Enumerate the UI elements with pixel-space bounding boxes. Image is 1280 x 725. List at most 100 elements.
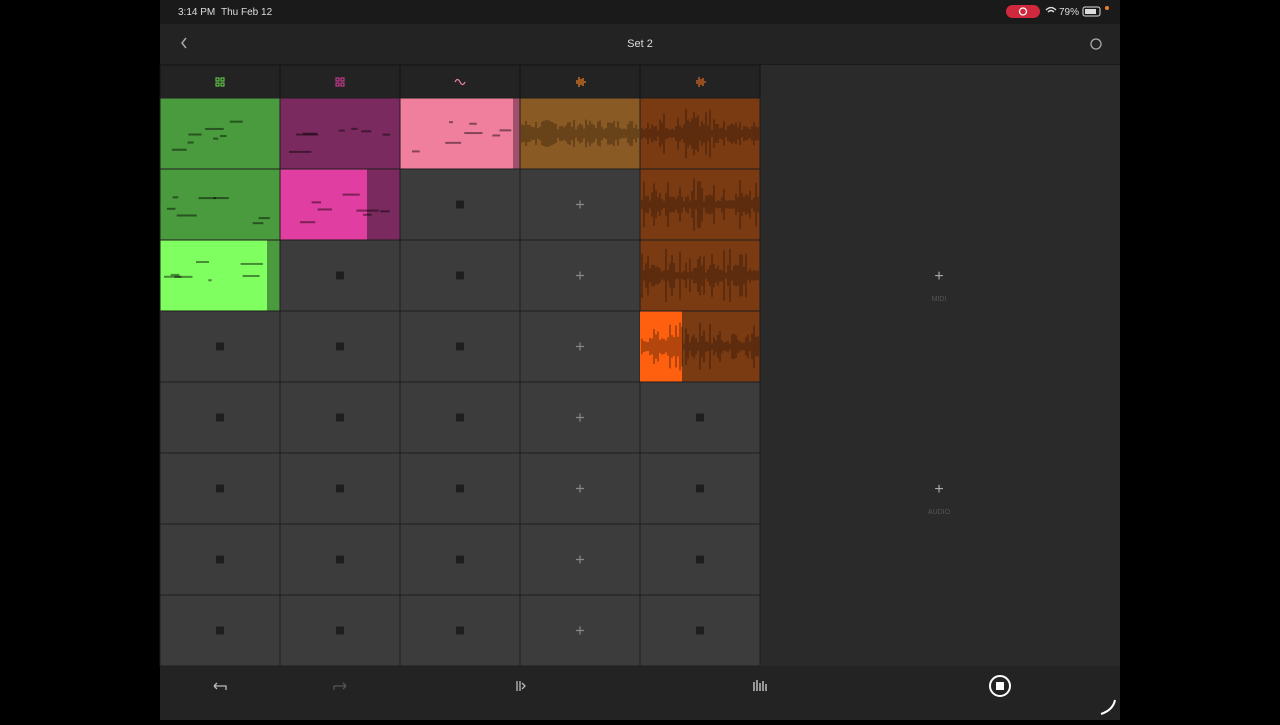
midi-note (205, 127, 224, 130)
stop-icon (336, 626, 344, 635)
stop-icon (336, 555, 344, 564)
clip-progress (513, 98, 520, 169)
midi-note (174, 275, 193, 278)
stop-icon (336, 271, 344, 280)
midi-note (220, 135, 227, 138)
add-clip-icon (576, 555, 584, 564)
midi-note (449, 121, 453, 124)
add-clip-icon (576, 342, 584, 351)
add-midi-button[interactable]: + (934, 268, 943, 285)
stop-icon (696, 413, 704, 422)
midi-note (342, 193, 360, 196)
track-header (279, 64, 401, 99)
add-audio-button[interactable]: + (934, 481, 943, 498)
add-clip-icon (576, 484, 584, 493)
clip (399, 97, 521, 170)
corner-indicator (1100, 699, 1116, 715)
stop-icon (336, 413, 344, 422)
capture-button[interactable] (516, 681, 526, 691)
midi-note (311, 201, 322, 204)
battery-level (1085, 9, 1096, 14)
stop-icon (996, 682, 1004, 690)
track-icon (215, 77, 220, 82)
midi-note (252, 222, 264, 225)
add-track-panel (760, 65, 1120, 666)
track-header (159, 64, 281, 99)
add-clip-icon (576, 200, 584, 209)
midi-note (356, 209, 379, 212)
track-header (519, 64, 641, 99)
track-icon (696, 77, 706, 87)
track-header (639, 64, 761, 99)
stop-icon (456, 555, 464, 564)
midi-note (411, 150, 420, 153)
add-midi-label: MIDI (932, 296, 947, 303)
clip (159, 239, 281, 312)
track-icon (340, 77, 345, 82)
midi-note (170, 273, 180, 276)
stop-icon (216, 342, 224, 351)
redo-button[interactable] (333, 682, 347, 690)
settings-button[interactable] (1090, 38, 1102, 50)
record-icon (1018, 7, 1028, 16)
clip-progress (367, 169, 400, 240)
midi-note (240, 262, 263, 265)
stop-all-button[interactable] (989, 675, 1011, 697)
midi-note (213, 137, 219, 140)
clip (159, 168, 281, 241)
midi-note (213, 197, 229, 200)
midi-note (208, 279, 212, 282)
clip-grid (159, 64, 761, 667)
waveform (641, 322, 759, 371)
midi-note (195, 261, 209, 264)
midi-note (299, 221, 316, 224)
midi-note (172, 196, 179, 199)
add-clip-icon (576, 413, 584, 422)
add-clip-icon (576, 271, 584, 280)
waveform (521, 119, 639, 148)
status-time: 3:14 PM (178, 7, 215, 18)
stop-icon (336, 342, 344, 351)
stop-icon (216, 413, 224, 422)
track-icon (340, 82, 345, 87)
midi-note (171, 148, 187, 151)
track-icon (576, 77, 586, 87)
midi-note (166, 207, 176, 210)
record-indicator (1006, 5, 1040, 18)
add-audio-label: AUDIO (928, 509, 951, 516)
midi-note (229, 120, 243, 123)
toolbar (160, 666, 1120, 720)
track-icon (215, 82, 220, 87)
stop-icon (456, 342, 464, 351)
stop-icon (456, 200, 464, 209)
midi-note (176, 214, 197, 217)
midi-note (351, 127, 358, 130)
back-button[interactable] (181, 37, 187, 49)
midi-note (289, 150, 312, 153)
midi-note (258, 217, 270, 220)
midi-note (164, 275, 182, 278)
battery-icon (1082, 6, 1101, 17)
midi-note (499, 129, 512, 132)
status-bar (160, 0, 1120, 24)
waveform (641, 108, 759, 159)
stop-icon (456, 626, 464, 635)
midi-note (382, 133, 391, 136)
clip (279, 97, 401, 170)
midi-note (445, 141, 462, 144)
midi-note (361, 130, 372, 133)
waveform (641, 248, 759, 303)
track-icon (220, 77, 225, 82)
midi-note (198, 197, 217, 200)
midi-note (464, 132, 483, 135)
clip-progress (267, 240, 280, 311)
undo-button[interactable] (213, 682, 227, 690)
midi-note (188, 133, 202, 136)
mixer-button[interactable] (753, 680, 767, 691)
stop-icon (216, 626, 224, 635)
track-icon (454, 78, 466, 86)
track-icon (335, 82, 340, 87)
status-date: Thu Feb 12 (221, 7, 273, 18)
